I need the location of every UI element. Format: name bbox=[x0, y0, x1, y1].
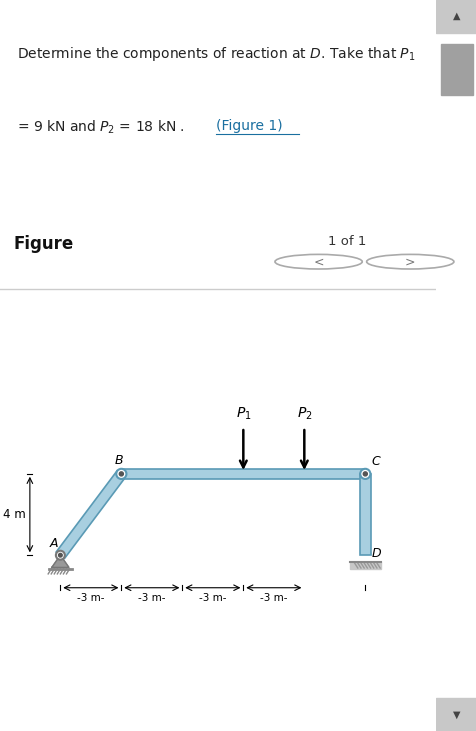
Polygon shape bbox=[56, 471, 125, 558]
Text: (Figure 1): (Figure 1) bbox=[216, 118, 282, 133]
Text: 1 of 1: 1 of 1 bbox=[327, 235, 366, 249]
Text: $A$: $A$ bbox=[49, 537, 59, 550]
Text: Figure: Figure bbox=[13, 235, 73, 254]
Text: = 9 kN and $P_2$ = 18 kN .: = 9 kN and $P_2$ = 18 kN . bbox=[18, 118, 185, 136]
Text: $P_1$: $P_1$ bbox=[235, 406, 250, 422]
Bar bbox=[436, 0, 476, 33]
Polygon shape bbox=[52, 556, 69, 567]
Text: -3 m-: -3 m- bbox=[77, 593, 104, 603]
Text: ▲: ▲ bbox=[452, 11, 459, 21]
Text: >: > bbox=[404, 255, 415, 268]
Text: $D$: $D$ bbox=[371, 547, 382, 560]
Polygon shape bbox=[121, 469, 365, 480]
Polygon shape bbox=[359, 474, 370, 556]
Text: -3 m-: -3 m- bbox=[138, 593, 165, 603]
Polygon shape bbox=[349, 562, 380, 569]
Text: 4 m: 4 m bbox=[3, 508, 26, 521]
Text: -3 m-: -3 m- bbox=[259, 593, 287, 603]
Circle shape bbox=[59, 553, 62, 557]
Text: Determine the components of reaction at $D$. Take that $P_1$: Determine the components of reaction at … bbox=[18, 45, 415, 63]
Circle shape bbox=[363, 472, 367, 476]
Circle shape bbox=[119, 472, 123, 476]
Text: ▼: ▼ bbox=[452, 710, 459, 720]
Bar bbox=[440, 44, 472, 95]
Circle shape bbox=[359, 469, 369, 479]
Text: <: < bbox=[313, 255, 323, 268]
Text: $P_2$: $P_2$ bbox=[296, 406, 311, 422]
Text: $B$: $B$ bbox=[114, 454, 124, 467]
Text: -3 m-: -3 m- bbox=[198, 593, 226, 603]
Circle shape bbox=[116, 469, 126, 479]
Text: $C$: $C$ bbox=[371, 455, 381, 468]
Bar bbox=[436, 698, 476, 731]
Circle shape bbox=[56, 550, 65, 560]
